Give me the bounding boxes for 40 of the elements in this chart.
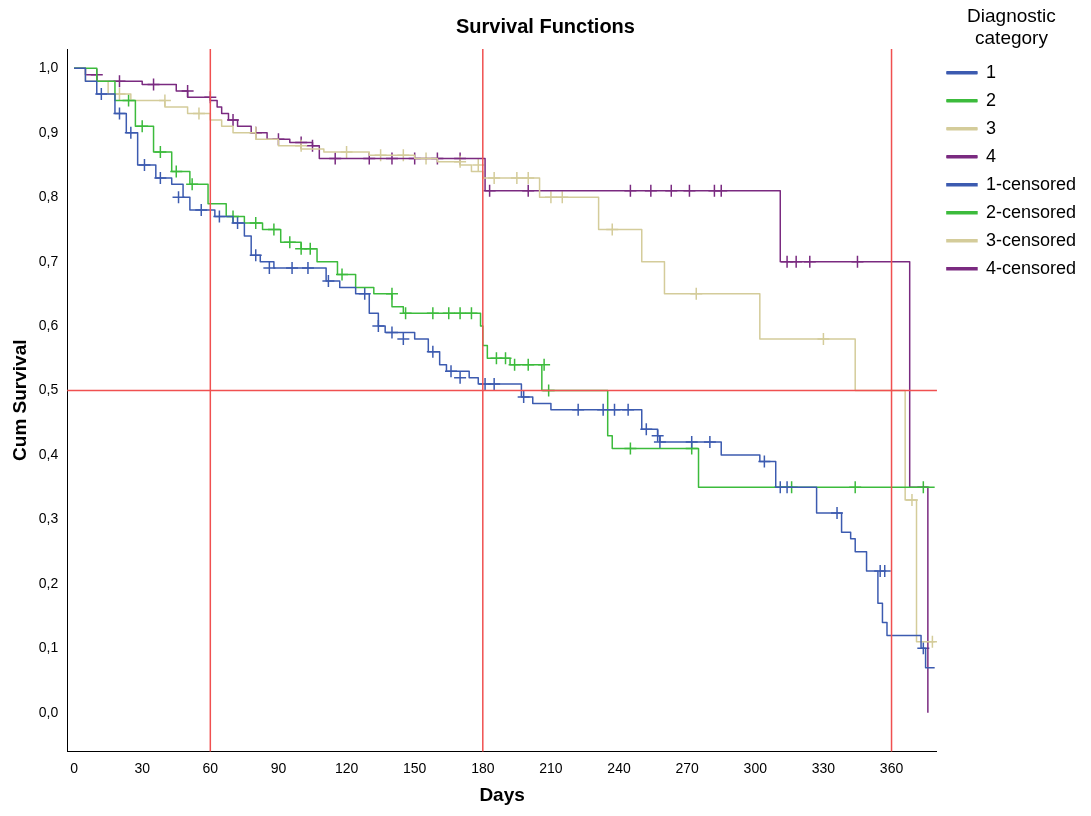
y-axis-title: Cum Survival xyxy=(8,339,30,461)
x-tick-label: 120 xyxy=(334,759,359,776)
legend-label: 1-censored xyxy=(985,173,1077,194)
x-tick-label: 180 xyxy=(471,759,495,776)
legend-label: 2 xyxy=(985,89,996,110)
legend-label: 4 xyxy=(985,145,996,166)
point xyxy=(226,113,240,127)
chart-title: Survival Functions xyxy=(456,14,635,37)
y-tick-label: 0,3 xyxy=(38,510,59,527)
y-tick-label: 0,8 xyxy=(38,188,59,205)
legend-label: 2-censored xyxy=(985,201,1077,222)
y-tick-label: 0,5 xyxy=(38,381,59,398)
legend-label: 3 xyxy=(985,117,996,138)
y-tick-label: 0,2 xyxy=(38,574,59,591)
x-tick-label: 90 xyxy=(270,759,287,776)
x-tick-label: 270 xyxy=(675,759,700,776)
legend-label: 1 xyxy=(985,61,996,82)
legend-label: 3-censored xyxy=(985,229,1077,250)
legend-label: 4-censored xyxy=(985,257,1077,278)
x-tick-label: 0 xyxy=(70,759,79,776)
x-axis-title: Days xyxy=(479,783,525,805)
x-tick-label: 330 xyxy=(811,759,836,776)
x-tick-label: 360 xyxy=(879,759,904,776)
point xyxy=(248,248,263,262)
x-tick-label: 240 xyxy=(607,759,631,776)
x-tick-label: 150 xyxy=(403,759,427,776)
y-tick-label: 0,7 xyxy=(38,252,59,269)
y-tick-label: 0,6 xyxy=(38,316,59,333)
x-tick-label: 300 xyxy=(743,759,768,776)
y-tick-label: 1,0 xyxy=(38,59,59,76)
x-tick-label: 60 xyxy=(202,759,219,776)
point xyxy=(396,332,411,346)
x-tick-label: 210 xyxy=(539,759,563,776)
y-tick-label: 0,0 xyxy=(38,703,59,720)
x-tick-label: 30 xyxy=(134,759,151,776)
y-tick-label: 0,4 xyxy=(38,445,59,462)
y-tick-label: 0,9 xyxy=(38,123,59,140)
point xyxy=(877,564,892,578)
legend-title: Diagnostic category xyxy=(967,4,1056,48)
y-tick-label: 0,1 xyxy=(38,639,59,656)
